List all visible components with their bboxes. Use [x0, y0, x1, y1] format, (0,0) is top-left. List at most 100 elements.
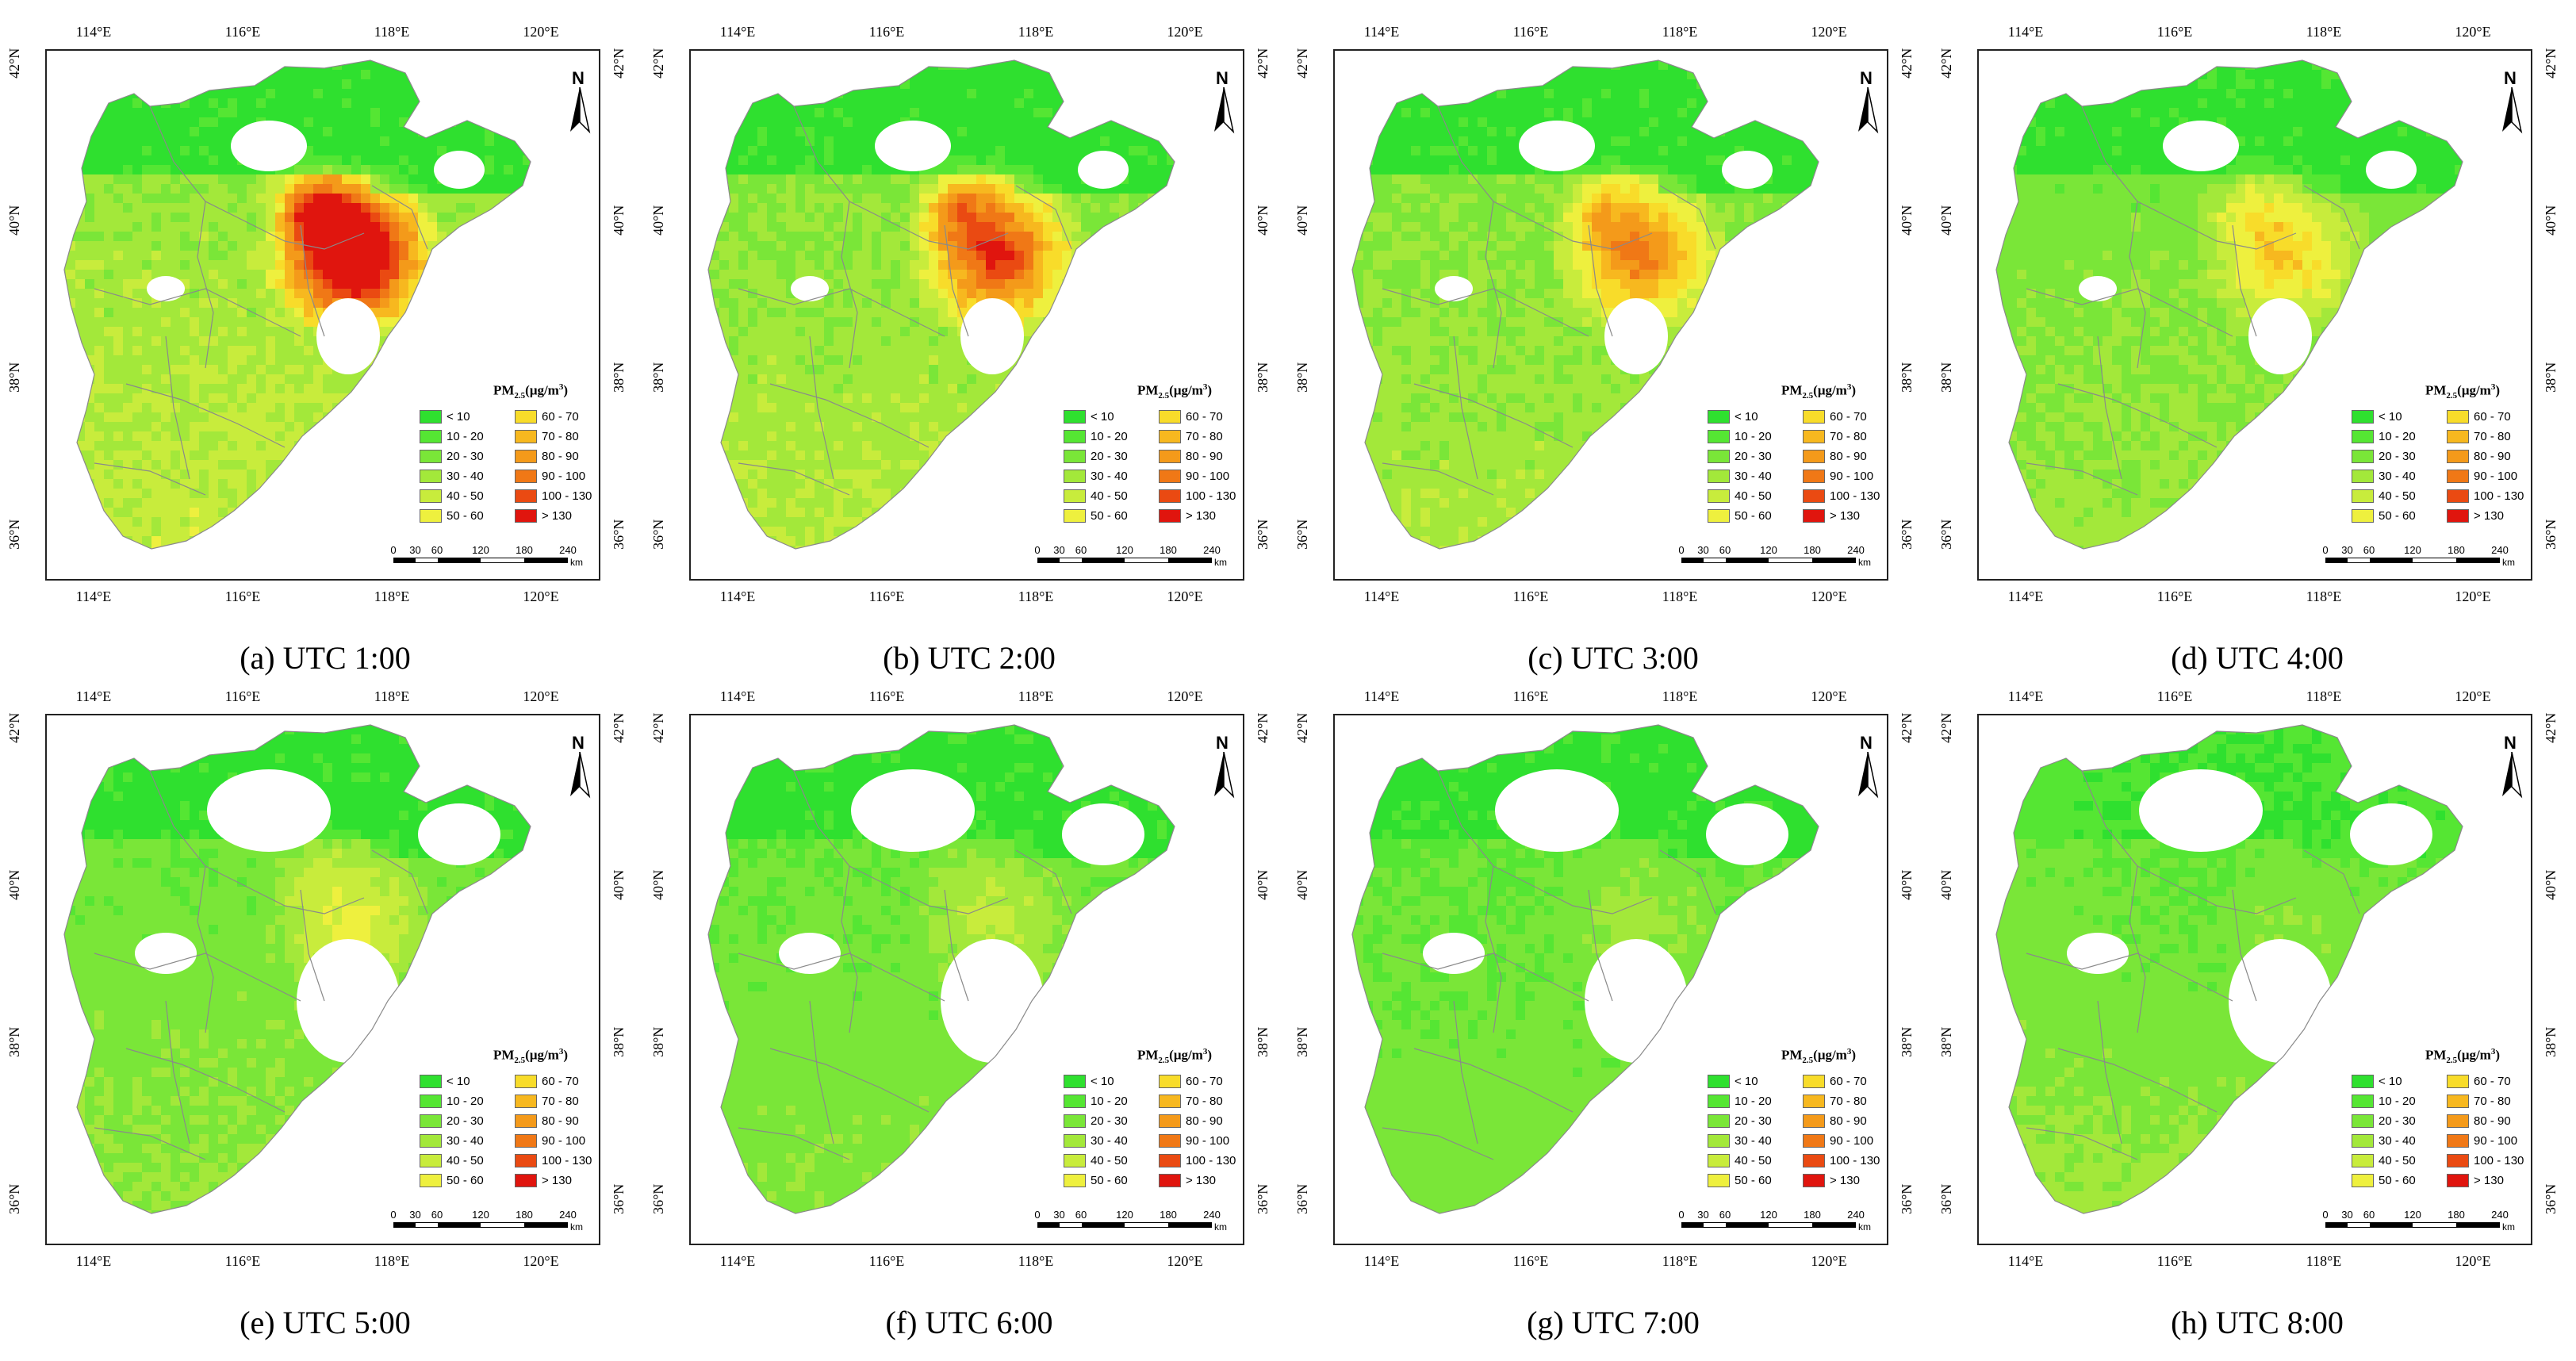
pm25-grid-cell — [132, 441, 142, 450]
pm25-grid-cell — [738, 232, 748, 241]
pm25-grid-cell — [275, 279, 285, 289]
pm25-grid-cell — [862, 60, 872, 70]
pm25-grid-cell — [504, 70, 513, 79]
pm25-grid-cell — [285, 70, 294, 79]
pm25-grid-cell — [738, 213, 748, 222]
pm25-grid-cell — [862, 270, 872, 279]
pm25-grid-cell — [47, 517, 56, 527]
pm25-grid-cell — [1024, 117, 1033, 127]
pm25-grid-cell — [805, 155, 815, 165]
pm25-grid-cell — [786, 79, 795, 89]
pm25-grid-cell — [551, 241, 561, 251]
pm25-grid-cell — [104, 355, 113, 365]
pm25-grid-cell — [190, 298, 199, 308]
pm25-grid-cell — [113, 508, 123, 517]
pm25-grid-cell — [171, 260, 180, 270]
pm25-grid-cell — [900, 241, 910, 251]
pm25-grid-cell — [218, 336, 228, 346]
pm25-grid-cell — [957, 184, 967, 194]
pm25-grid-cell — [532, 194, 542, 203]
pm25-grid-cell — [1119, 79, 1129, 89]
pm25-grid-cell — [1052, 136, 1062, 146]
pm25-grid-cell — [815, 136, 824, 146]
pm25-grid-cell — [570, 165, 580, 174]
pm25-grid-cell — [142, 412, 151, 422]
pm25-grid-cell — [767, 117, 776, 127]
pm25-grid-cell — [161, 308, 171, 317]
pm25-grid-cell — [900, 270, 910, 279]
pm25-grid-cell — [342, 403, 351, 412]
pm25-grid-cell — [504, 146, 513, 155]
pm25-grid-cell — [304, 270, 313, 279]
pm25-grid-cell — [151, 546, 161, 549]
pm25-grid-cell — [228, 279, 237, 289]
pm25-grid-cell — [1110, 308, 1119, 317]
pm25-grid-cell — [1205, 308, 1214, 317]
pm25-grid-cell — [504, 117, 513, 127]
pm25-grid-cell — [1071, 60, 1081, 70]
pm25-grid-cell — [142, 108, 151, 117]
pm25-grid-cell — [313, 79, 323, 89]
pm25-grid-cell — [1224, 174, 1233, 184]
pm25-grid-cell — [47, 508, 56, 517]
pm25-grid-cell — [948, 79, 957, 89]
pm25-grid-cell — [1062, 298, 1071, 308]
pm25-grid-cell — [437, 89, 447, 98]
pm25-grid-cell — [795, 251, 805, 260]
pm25-grid-cell — [1186, 165, 1195, 174]
pm25-grid-cell — [361, 422, 370, 431]
pm25-grid-cell — [190, 308, 199, 317]
pm25-grid-cell — [504, 60, 513, 70]
pm25-grid-cell — [294, 555, 304, 565]
pm25-grid-cell — [389, 574, 399, 579]
pm25-grid-cell — [266, 184, 275, 194]
pm25-grid-cell — [1043, 98, 1052, 108]
longitude-tick-label: 120°E — [523, 588, 558, 605]
pm25-grid-cell — [1043, 127, 1052, 136]
pm25-grid-cell — [275, 393, 285, 403]
pm25-grid-cell — [795, 89, 805, 98]
pm25-grid-cell — [285, 260, 294, 270]
pm25-grid-cell — [380, 270, 389, 279]
pm25-grid-cell — [399, 213, 408, 222]
pm25-grid-cell — [104, 441, 113, 450]
pm25-grid-cell — [881, 232, 891, 241]
pm25-grid-cell — [132, 260, 142, 270]
pm25-grid-cell — [218, 70, 228, 79]
pm25-grid-cell — [228, 536, 237, 546]
pm25-grid-cell — [47, 136, 56, 146]
pm25-grid-cell — [247, 508, 256, 517]
pm25-grid-cell — [332, 517, 342, 527]
pm25-grid-cell — [199, 79, 209, 89]
pm25-grid-cell — [1005, 289, 1014, 298]
pm25-grid-cell — [332, 508, 342, 517]
pm25-grid-cell — [64, 108, 66, 117]
pm25-grid-cell — [228, 346, 237, 355]
pm25-grid-cell — [361, 165, 370, 174]
pm25-grid-cell — [151, 232, 161, 241]
pm25-grid-cell — [247, 555, 256, 565]
pm25-grid-cell — [1186, 60, 1195, 70]
pm25-grid-cell — [815, 79, 824, 89]
pm25-grid-cell — [427, 270, 437, 279]
pm25-grid-cell — [94, 546, 104, 549]
pm25-grid-cell — [247, 527, 256, 536]
pm25-grid-cell — [247, 279, 256, 289]
pm25-grid-cell — [1157, 165, 1167, 174]
pm25-grid-cell — [361, 470, 370, 479]
pm25-grid-cell — [228, 355, 237, 365]
pm25-grid-cell — [323, 289, 332, 298]
pm25-grid-cell — [1233, 232, 1243, 241]
pm25-grid-cell — [589, 270, 599, 279]
pm25-grid-cell — [1033, 146, 1043, 155]
pm25-grid-cell — [123, 508, 132, 517]
pm25-grid-cell — [64, 384, 66, 393]
pm25-grid-cell — [957, 289, 967, 298]
pm25-grid-cell — [437, 241, 447, 251]
pm25-grid-cell — [332, 279, 342, 289]
pm25-grid-cell — [948, 51, 957, 60]
pm25-grid-cell — [285, 289, 294, 298]
pm25-grid-cell — [1186, 117, 1195, 127]
pm25-grid-cell — [1195, 298, 1205, 308]
pm25-grid-cell — [190, 517, 199, 527]
